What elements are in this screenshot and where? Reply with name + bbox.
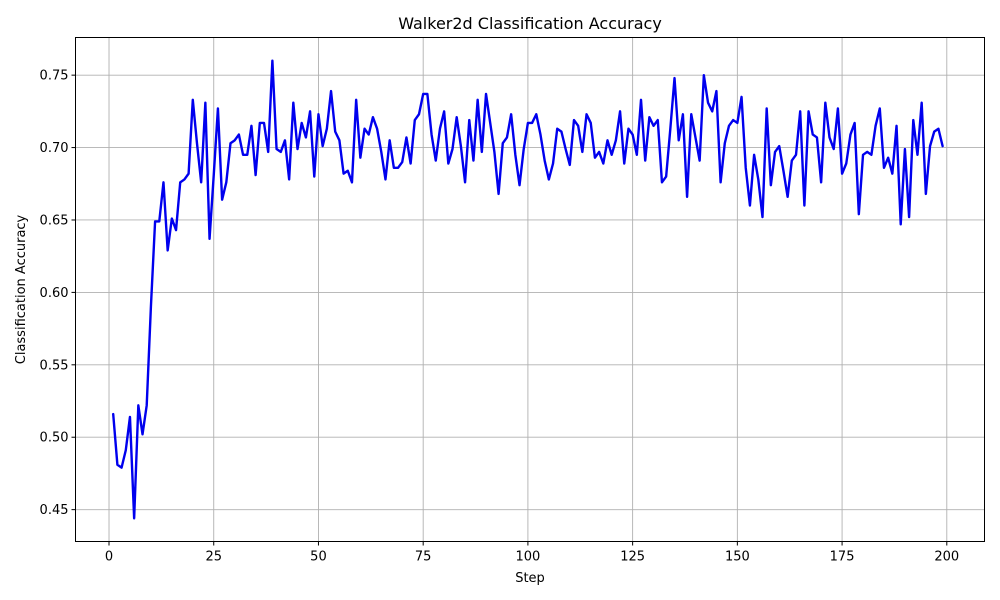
x-tick-label: 200	[934, 550, 959, 565]
x-tick-label: 125	[620, 550, 645, 565]
x-tick-label: 25	[205, 550, 222, 565]
y-axis: 0.45 0.50 0.55 0.60 0.65 0.70 0.75	[40, 69, 76, 518]
y-axis-label: Classification Accuracy	[14, 214, 29, 364]
grid	[75, 37, 985, 542]
y-tick-label: 0.65	[40, 213, 69, 228]
y-tick-label: 0.75	[40, 69, 69, 84]
series-layer	[111, 59, 944, 520]
y-tick-label: 0.45	[40, 503, 69, 518]
x-tick-label: 0	[105, 550, 113, 565]
x-tick-label: 50	[310, 550, 327, 565]
chart-title: Walker2d Classification Accuracy	[398, 14, 662, 33]
plot-frame	[75, 37, 985, 542]
x-tick-label: 150	[725, 550, 750, 565]
y-tick-label: 0.70	[40, 141, 69, 156]
x-tick-label: 175	[830, 550, 855, 565]
y-tick-label: 0.55	[40, 358, 69, 373]
y-tick-label: 0.50	[40, 431, 69, 446]
x-axis: 0 25 50 75 100 125 150 175 200	[105, 541, 959, 565]
y-tick-label: 0.60	[40, 286, 69, 301]
x-tick-label: 100	[515, 550, 540, 565]
x-tick-label: 75	[415, 550, 432, 565]
x-axis-label: Step	[515, 571, 545, 586]
series-line	[111, 59, 944, 520]
